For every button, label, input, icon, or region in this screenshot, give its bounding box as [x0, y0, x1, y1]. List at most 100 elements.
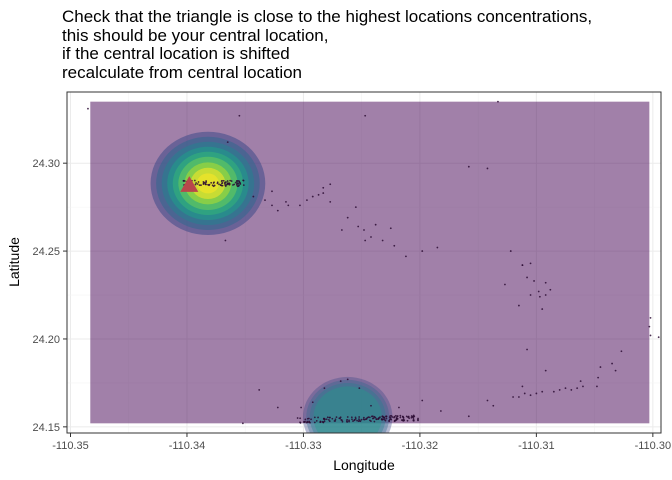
location-point [313, 416, 316, 419]
location-point [226, 141, 229, 143]
location-point [358, 387, 361, 390]
location-point [229, 179, 232, 182]
location-point [311, 401, 314, 404]
location-point [378, 417, 380, 419]
location-point [340, 229, 343, 231]
location-point [222, 179, 225, 182]
location-point [237, 179, 240, 182]
location-point [382, 416, 385, 419]
location-point [310, 418, 312, 421]
location-point [224, 184, 227, 186]
location-point [313, 421, 316, 424]
location-point [338, 417, 341, 420]
location-point [226, 180, 229, 182]
location-point [264, 199, 266, 202]
location-point [614, 369, 617, 372]
location-point [239, 183, 242, 185]
location-point [305, 421, 308, 424]
location-point [352, 420, 354, 422]
location-point [406, 419, 409, 422]
location-point [242, 184, 245, 187]
location-point [252, 195, 255, 198]
location-point [304, 418, 307, 421]
location-point [220, 182, 223, 185]
location-point [234, 181, 237, 184]
location-point [205, 180, 208, 182]
location-point [579, 380, 582, 383]
location-point [354, 417, 357, 420]
location-point [223, 182, 226, 185]
x-tick-label: -110.35 [52, 440, 89, 452]
location-point [504, 283, 506, 286]
y-tick-label: 24.15 [32, 422, 60, 434]
location-point [207, 183, 209, 186]
location-point [221, 184, 224, 187]
location-point [325, 418, 328, 421]
location-point [224, 239, 227, 242]
location-point [238, 114, 241, 117]
location-point [335, 416, 338, 419]
x-tick-label: -110.33 [285, 440, 322, 452]
location-point [373, 415, 376, 418]
location-point [364, 114, 367, 117]
location-point [393, 420, 396, 423]
location-point [304, 420, 306, 423]
location-point [203, 181, 206, 184]
marker-layer [180, 176, 199, 192]
location-point [346, 416, 349, 418]
location-point [296, 417, 299, 419]
location-point [541, 390, 544, 393]
location-point [649, 334, 652, 337]
location-point [230, 180, 233, 182]
location-point [564, 387, 567, 390]
location-point [216, 181, 219, 184]
location-point [329, 416, 331, 419]
location-point [308, 420, 310, 423]
location-point [370, 404, 372, 407]
location-point [198, 184, 201, 187]
location-point [341, 420, 344, 423]
location-point [552, 390, 555, 393]
location-point [497, 100, 499, 103]
location-point [544, 281, 547, 284]
location-point [492, 404, 495, 407]
location-point [393, 415, 396, 418]
location-point [353, 418, 356, 421]
location-point [436, 246, 439, 249]
location-point [323, 418, 326, 421]
location-point [197, 181, 200, 183]
location-point [311, 195, 314, 198]
location-point [388, 419, 391, 422]
location-point [537, 290, 540, 293]
density-layer [90, 101, 650, 433]
location-point [518, 396, 520, 398]
location-point [357, 225, 360, 228]
location-point [299, 204, 301, 207]
location-point [346, 378, 349, 381]
location-point [322, 421, 325, 424]
location-point [309, 421, 311, 424]
location-point [202, 180, 205, 183]
location-point [348, 420, 350, 423]
y-tick-label: 24.30 [32, 158, 60, 170]
location-point [299, 421, 301, 424]
location-point [315, 419, 318, 422]
location-point [390, 418, 393, 421]
location-point [236, 180, 238, 183]
y-axis: 24.15 24.20 24.25 24.30 [32, 158, 67, 434]
location-point [405, 255, 407, 258]
location-point [394, 414, 397, 417]
central-location-triangle [180, 176, 199, 192]
location-point [226, 182, 229, 185]
location-point [193, 179, 196, 182]
location-point [395, 417, 398, 420]
location-point [405, 415, 408, 418]
location-point [529, 262, 532, 265]
location-point [526, 348, 528, 351]
location-point [439, 410, 442, 412]
chart-title: Check that the triangle is close to the … [62, 7, 662, 82]
location-point [410, 416, 413, 419]
location-point [523, 392, 526, 395]
location-point [183, 180, 186, 182]
